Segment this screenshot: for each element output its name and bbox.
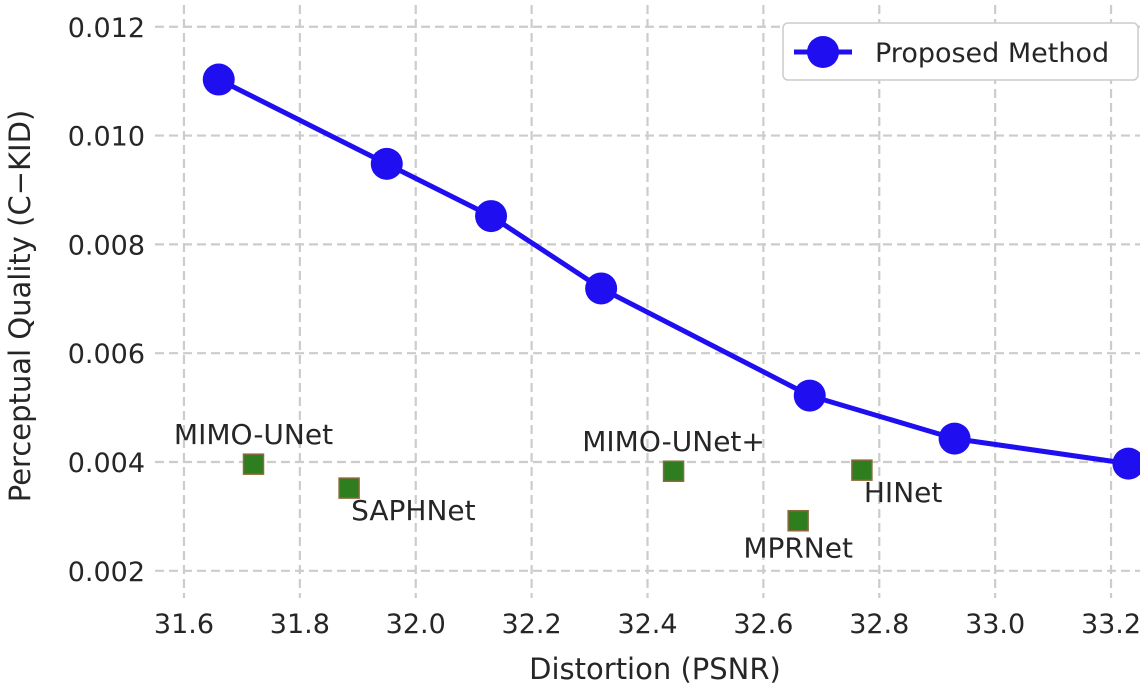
legend: Proposed Method: [782, 22, 1139, 81]
baseline-point-label: HINet: [864, 476, 942, 509]
y-tick-label: 0.006: [68, 339, 145, 370]
baseline-point-label: SAPHNet: [351, 494, 476, 527]
y-tick-label: 0.002: [68, 557, 145, 588]
y-tick-labels: 0.002 0.004 0.006 0.008 0.010 0.012: [68, 13, 145, 588]
y-tick-label: 0.010: [68, 122, 145, 153]
baseline-point-label: MIMO-UNet+: [582, 425, 765, 458]
grid: [155, 5, 1140, 598]
x-tick-label: 32.6: [733, 609, 793, 640]
baseline-point: [338, 477, 360, 499]
x-axis-title: Distortion (PSNR): [529, 652, 781, 686]
legend-box: [782, 22, 1139, 81]
proposed-method-point: [938, 422, 971, 455]
x-tick-label: 32.4: [617, 609, 677, 640]
proposed-method-line: [216, 77, 1131, 467]
proposed-method-point: [1112, 447, 1140, 480]
x-tick-label: 32.2: [502, 609, 562, 640]
proposed-method-point: [202, 63, 235, 96]
x-tick-label: 33.2: [1081, 609, 1140, 640]
baseline-point-label: MIMO-UNet: [174, 418, 333, 451]
baseline-point: [851, 459, 873, 481]
proposed-method-series: [202, 63, 1140, 480]
proposed-method-point: [585, 272, 618, 305]
x-tick-labels: 31.6 31.8 32.0 32.2 32.4 32.6 32.8 33.0 33.2: [154, 609, 1140, 640]
y-tick-label: 0.012: [68, 13, 145, 44]
x-tick-label: 31.8: [270, 609, 330, 640]
y-tick-label: 0.008: [68, 230, 145, 261]
point-labels: MIMO-UNet SAPHNet MIMO-UNet+ MPRNet HINet: [174, 418, 942, 565]
proposed-method-point: [475, 200, 508, 233]
baseline-point: [662, 460, 685, 482]
baseline-point: [242, 453, 265, 475]
x-tick-label: 32.8: [849, 609, 909, 640]
baseline-methods-series: [242, 453, 873, 532]
baseline-point: [787, 509, 809, 532]
x-tick-label: 33.0: [965, 609, 1025, 640]
proposed-method-point: [793, 379, 826, 412]
x-tick-label: 31.6: [154, 609, 214, 640]
legend-marker-swatch: [807, 36, 839, 68]
y-tick-label: 0.004: [68, 448, 145, 479]
y-axis-title: Perceptual Quality (C−KID): [3, 110, 37, 503]
x-tick-label: 32.0: [386, 609, 446, 640]
baseline-point-label: MPRNet: [743, 532, 853, 565]
proposed-method-point: [370, 147, 403, 180]
legend-label: Proposed Method: [875, 38, 1109, 69]
